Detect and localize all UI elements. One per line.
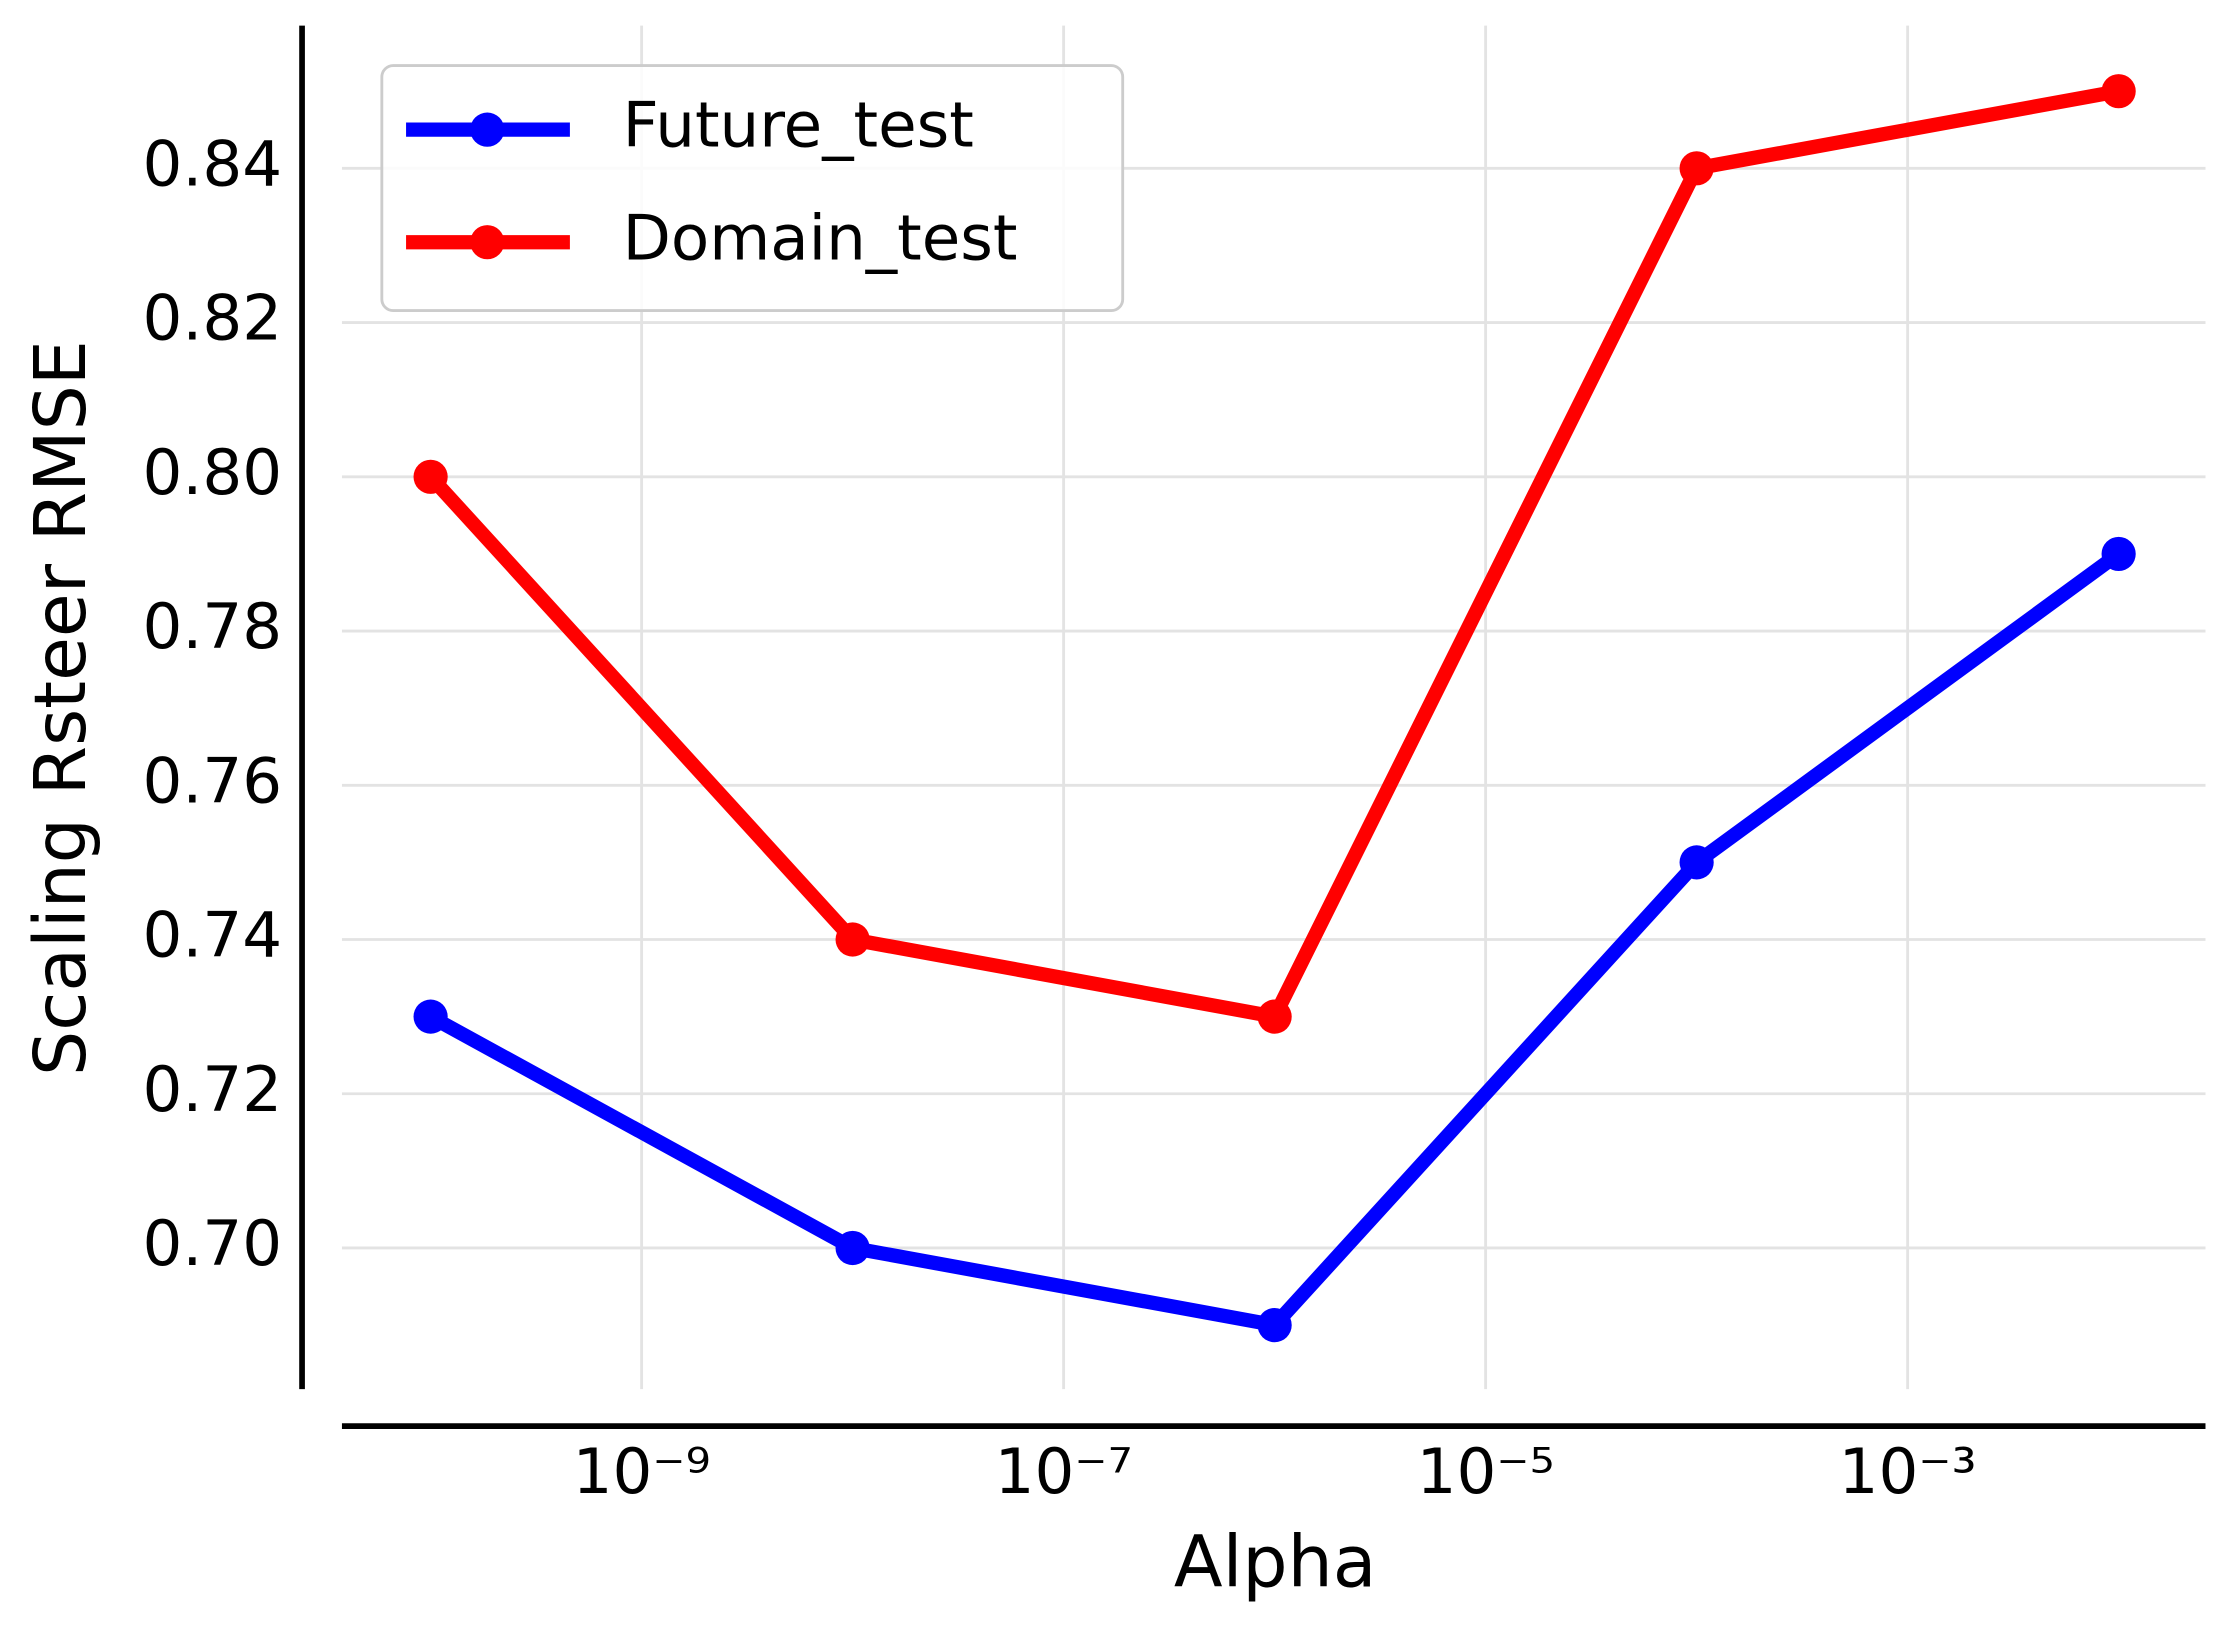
marker bbox=[2101, 536, 2136, 572]
y-tick-label: 0.70 bbox=[143, 1207, 283, 1280]
marker bbox=[835, 1230, 870, 1266]
marker bbox=[1257, 1308, 1292, 1343]
x-tick-label: 10⁻⁹ bbox=[573, 1435, 711, 1508]
x-tick-label: 10⁻³ bbox=[1839, 1435, 1977, 1508]
x-tick-label: 10⁻⁷ bbox=[995, 1435, 1133, 1508]
y-tick-label: 0.74 bbox=[143, 899, 283, 972]
legend-marker bbox=[470, 112, 505, 147]
legend-marker bbox=[470, 225, 505, 260]
x-axis-label: Alpha bbox=[1174, 1521, 1377, 1604]
marker bbox=[1257, 999, 1292, 1034]
legend: Future_test Domain_test bbox=[380, 64, 1125, 313]
marker bbox=[413, 999, 448, 1034]
y-tick-label: 0.84 bbox=[143, 127, 283, 200]
y-tick-label: 0.76 bbox=[143, 744, 283, 817]
marker bbox=[413, 459, 448, 494]
y-tick-label: 0.72 bbox=[143, 1053, 283, 1126]
y-axis-label: Scaling Rsteer RMSE bbox=[19, 340, 102, 1076]
marker bbox=[1679, 151, 1714, 186]
marker bbox=[2101, 74, 2136, 109]
y-tick-label: 0.80 bbox=[143, 436, 283, 509]
legend-label: Domain_test bbox=[623, 201, 1018, 274]
x-tick-label: 10⁻⁵ bbox=[1417, 1435, 1555, 1508]
marker bbox=[1679, 845, 1714, 880]
legend-label: Future_test bbox=[623, 89, 974, 162]
y-tick-label: 0.78 bbox=[143, 590, 283, 663]
marker bbox=[835, 922, 870, 957]
y-tick-label: 0.82 bbox=[143, 282, 283, 355]
